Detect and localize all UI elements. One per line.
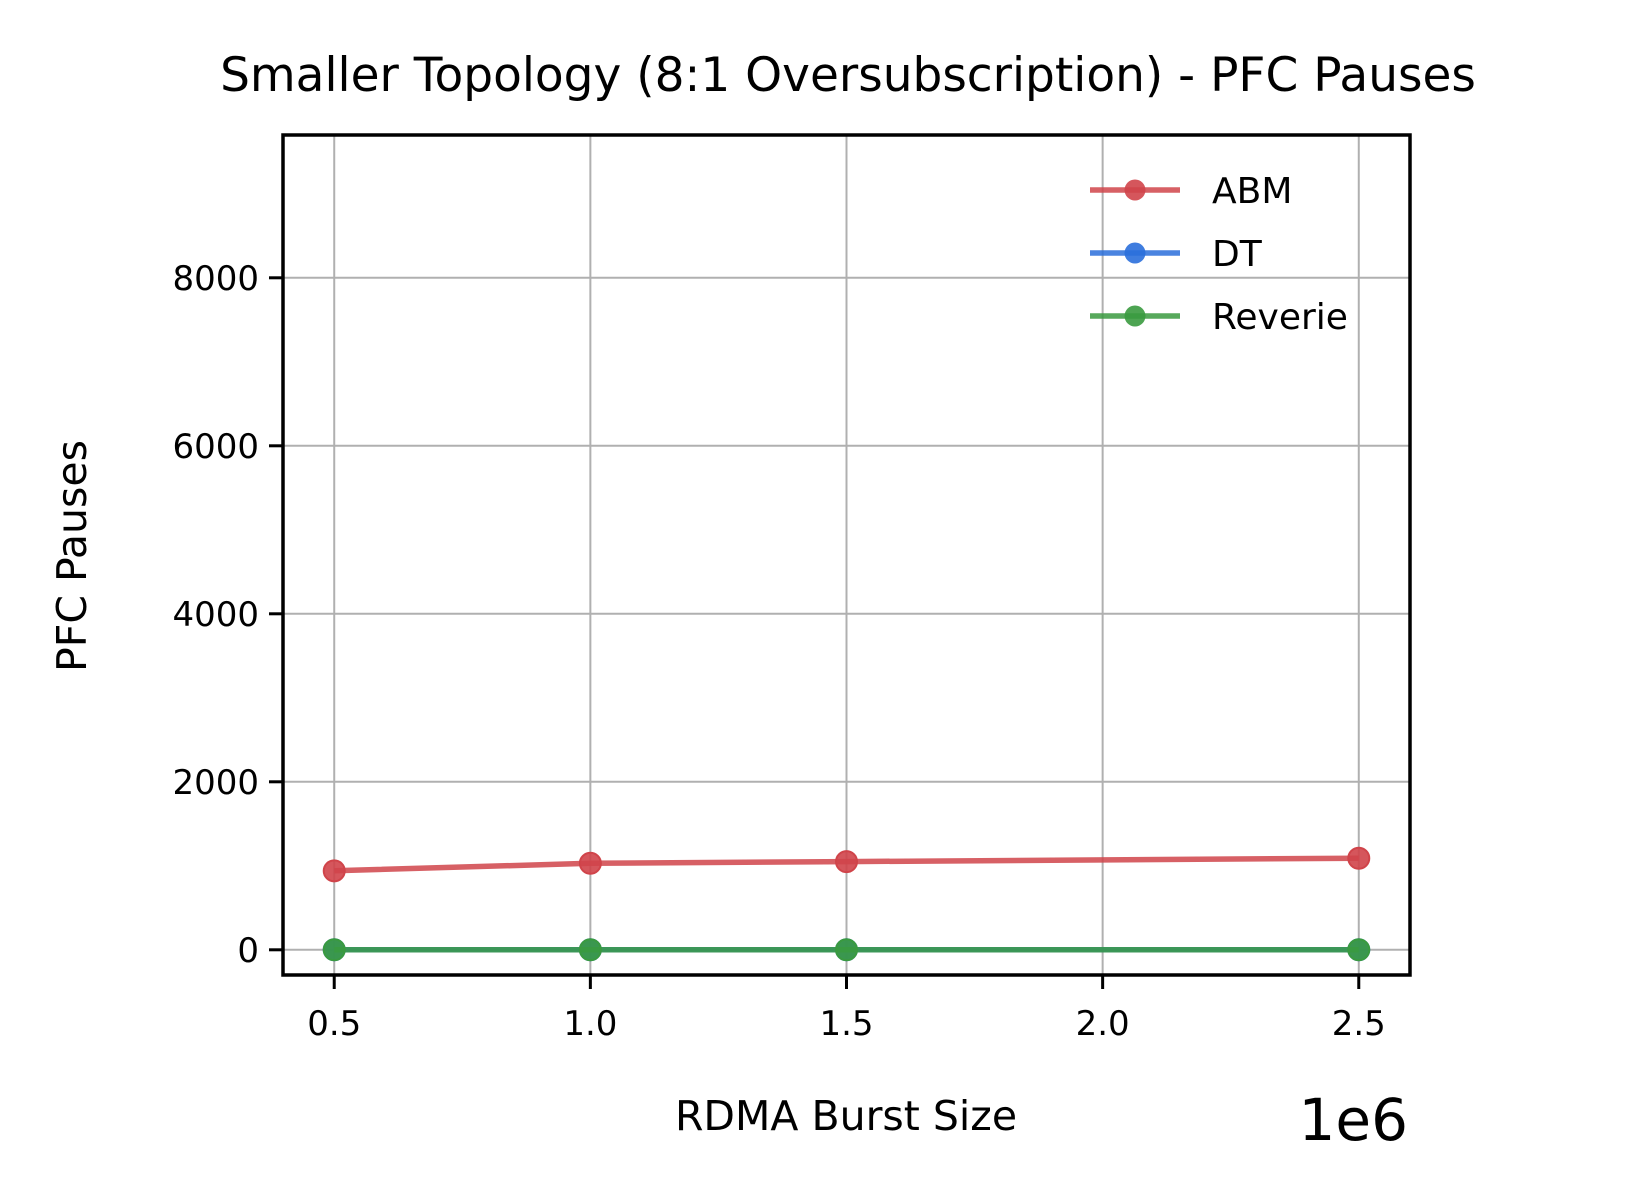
legend-swatch-marker (1124, 305, 1146, 327)
data-point-reverie (578, 938, 602, 962)
legend-item-reverie: Reverie (1090, 297, 1348, 338)
y-axis-label: PFC Pauses (48, 440, 96, 672)
chart-title: Smaller Topology (8:1 Oversubscription) … (220, 48, 1476, 103)
x-tick-label: 1.5 (819, 1004, 873, 1044)
ticks-layer: 0.5 1.0 1.5 2.0 2.5 0 2000 4000 6000 8000 (172, 259, 1385, 1044)
x-tick-label: 2.0 (1076, 1004, 1130, 1044)
data-point-abm (322, 859, 346, 883)
data-point-reverie (1347, 938, 1371, 962)
y-tick-label: 2000 (172, 763, 259, 803)
legend-item-dt: DT (1090, 234, 1263, 275)
legend: ABM DT Reverie (1090, 171, 1348, 338)
legend-label: DT (1212, 234, 1263, 275)
y-tick-label: 0 (237, 931, 259, 971)
legend-swatch-marker (1124, 179, 1146, 201)
data-point-reverie (835, 938, 858, 962)
data-point-abm (1347, 846, 1371, 870)
x-tick-label: 1.0 (563, 1004, 617, 1044)
x-axis-offset-label: 1e6 (1299, 1086, 1409, 1154)
x-tick-label: 0.5 (307, 1004, 361, 1044)
data-point-reverie (322, 938, 346, 962)
x-tick-label: 2.5 (1332, 1004, 1386, 1044)
series-layer (322, 846, 1371, 962)
data-point-abm (835, 850, 858, 874)
series-reverie (322, 938, 1371, 962)
legend-label: ABM (1212, 171, 1292, 212)
data-point-abm (578, 851, 602, 875)
y-tick-label: 6000 (172, 427, 259, 467)
x-axis-label: RDMA Burst Size (675, 1092, 1017, 1140)
legend-swatch-marker (1124, 242, 1146, 264)
legend-label: Reverie (1212, 297, 1348, 338)
series-abm (322, 846, 1371, 883)
y-tick-label: 8000 (172, 259, 259, 299)
plot-frame (281, 133, 1412, 977)
y-tick-label: 4000 (172, 595, 259, 635)
series-line-abm (334, 855, 1359, 874)
legend-item-abm: ABM (1090, 171, 1292, 212)
